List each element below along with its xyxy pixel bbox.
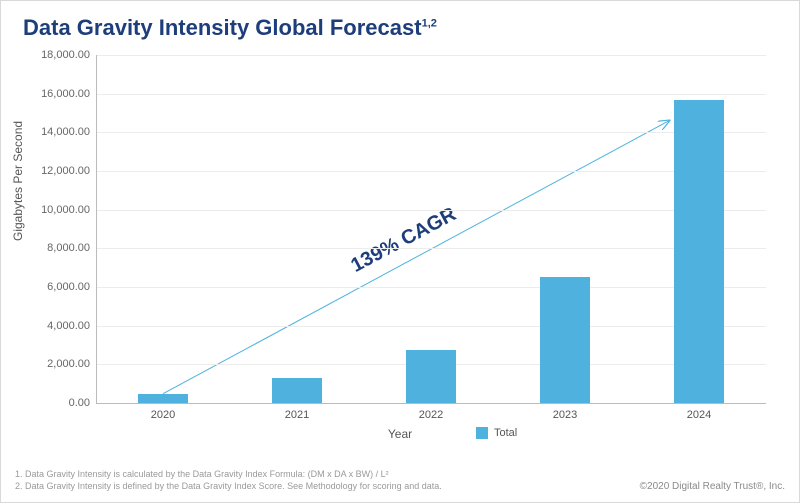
chart-title: Data Gravity Intensity Global Forecast1,…: [23, 15, 437, 41]
legend-label: Total: [494, 427, 517, 439]
x-tick-label: 2021: [285, 409, 309, 421]
gridline: [96, 94, 766, 95]
copyright: ©2020 Digital Realty Trust®, Inc.: [640, 481, 785, 492]
gridline: [96, 326, 766, 327]
y-tick-label: 16,000.00: [41, 88, 90, 100]
footnotes: 1. Data Gravity Intensity is calculated …: [15, 468, 442, 492]
y-tick-label: 8,000.00: [47, 242, 90, 254]
y-tick-label: 4,000.00: [47, 320, 90, 332]
legend-swatch: [476, 427, 488, 439]
y-axis-label: Gigabytes Per Second: [11, 121, 25, 241]
chart-title-superscript: 1,2: [422, 18, 437, 30]
cagr-annotation: 139% CAGR: [348, 203, 461, 278]
y-tick-label: 12,000.00: [41, 165, 90, 177]
y-tick-label: 18,000.00: [41, 49, 90, 61]
x-axis-line: [96, 403, 766, 404]
bar: [138, 394, 189, 403]
x-tick-label: 2023: [553, 409, 577, 421]
gridline: [96, 248, 766, 249]
y-tick-label: 14,000.00: [41, 126, 90, 138]
bar: [272, 378, 323, 403]
chart-title-text: Data Gravity Intensity Global Forecast: [23, 15, 422, 40]
gridline: [96, 210, 766, 211]
y-tick-label: 2,000.00: [47, 358, 90, 370]
y-tick-label: 10,000.00: [41, 204, 90, 216]
gridline: [96, 171, 766, 172]
bar: [540, 277, 591, 403]
x-tick-label: 2022: [419, 409, 443, 421]
gridline: [96, 55, 766, 56]
plot-area: 139% CAGR 0.002,000.004,000.006,000.008,…: [96, 55, 766, 403]
footnote-1: 1. Data Gravity Intensity is calculated …: [15, 468, 442, 480]
y-axis-line: [96, 55, 97, 403]
x-tick-label: 2024: [687, 409, 711, 421]
y-tick-label: 0.00: [69, 397, 90, 409]
x-tick-label: 2020: [151, 409, 175, 421]
y-tick-label: 6,000.00: [47, 281, 90, 293]
legend: Total: [476, 427, 517, 439]
gridline: [96, 287, 766, 288]
gridline: [96, 132, 766, 133]
footnote-2: 2. Data Gravity Intensity is defined by …: [15, 480, 442, 492]
chart-card: { "title": {"text":"Data Gravity Intensi…: [0, 0, 800, 503]
x-axis-label: Year: [1, 427, 799, 441]
bar: [674, 100, 725, 403]
bar: [406, 350, 457, 403]
